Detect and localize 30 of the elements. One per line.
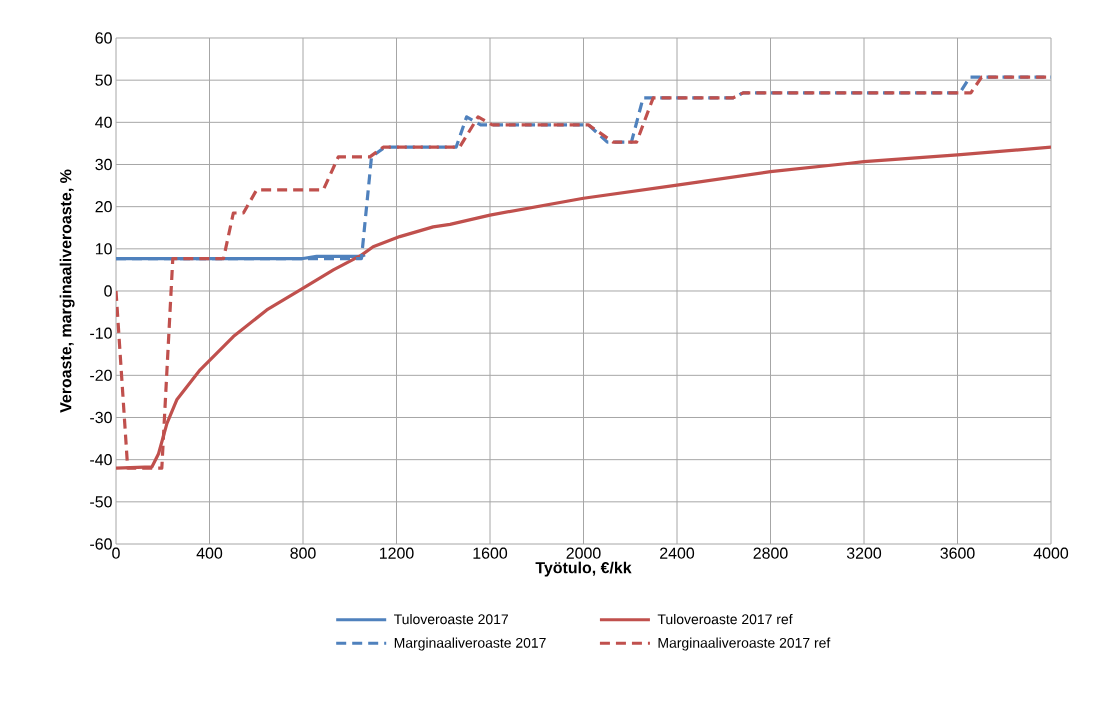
x-tick-label: 2400 — [660, 547, 695, 559]
y-tick-label: 50 — [95, 74, 112, 86]
x-tick-label: 2000 — [566, 547, 601, 559]
y-tick-label: 10 — [95, 243, 112, 255]
legend-label: Tuloveroaste 2017 — [394, 613, 508, 625]
y-tick-label: 40 — [95, 116, 112, 128]
x-tick-label: 3600 — [940, 547, 975, 559]
x-tick-label: 3200 — [846, 547, 882, 559]
y-tick-label: 0 — [104, 285, 112, 297]
y-tick-label: -60 — [90, 538, 112, 550]
y-axis-title: Veroaste, marginaaliveroaste, % — [59, 169, 75, 413]
y-tick-label: 30 — [95, 158, 112, 171]
x-tick-label: 1600 — [473, 547, 508, 559]
x-tick-label: 1200 — [379, 547, 414, 559]
x-tick-label: 4000 — [1033, 547, 1069, 559]
y-tick-label: -30 — [90, 411, 112, 424]
y-tick-label: -50 — [90, 496, 112, 508]
y-tick-label: -20 — [90, 369, 112, 381]
legend-label: Marginaaliveroaste 2017 — [394, 637, 546, 651]
x-tick-label: 800 — [290, 547, 316, 559]
x-tick-label: 400 — [196, 547, 223, 559]
x-tick-label: 0 — [112, 547, 120, 559]
x-tick-label: 2800 — [753, 547, 788, 559]
y-tick-label: -40 — [90, 454, 112, 466]
y-tick-label: 60 — [95, 32, 112, 44]
x-axis-title: Työtulo, €/kk — [535, 561, 632, 577]
y-tick-label: -10 — [90, 327, 112, 339]
y-tick-label: 20 — [95, 201, 112, 213]
legend-label: Tuloveroaste 2017 ref — [657, 613, 793, 625]
legend-label: Marginaaliveroaste 2017 ref — [658, 637, 831, 651]
